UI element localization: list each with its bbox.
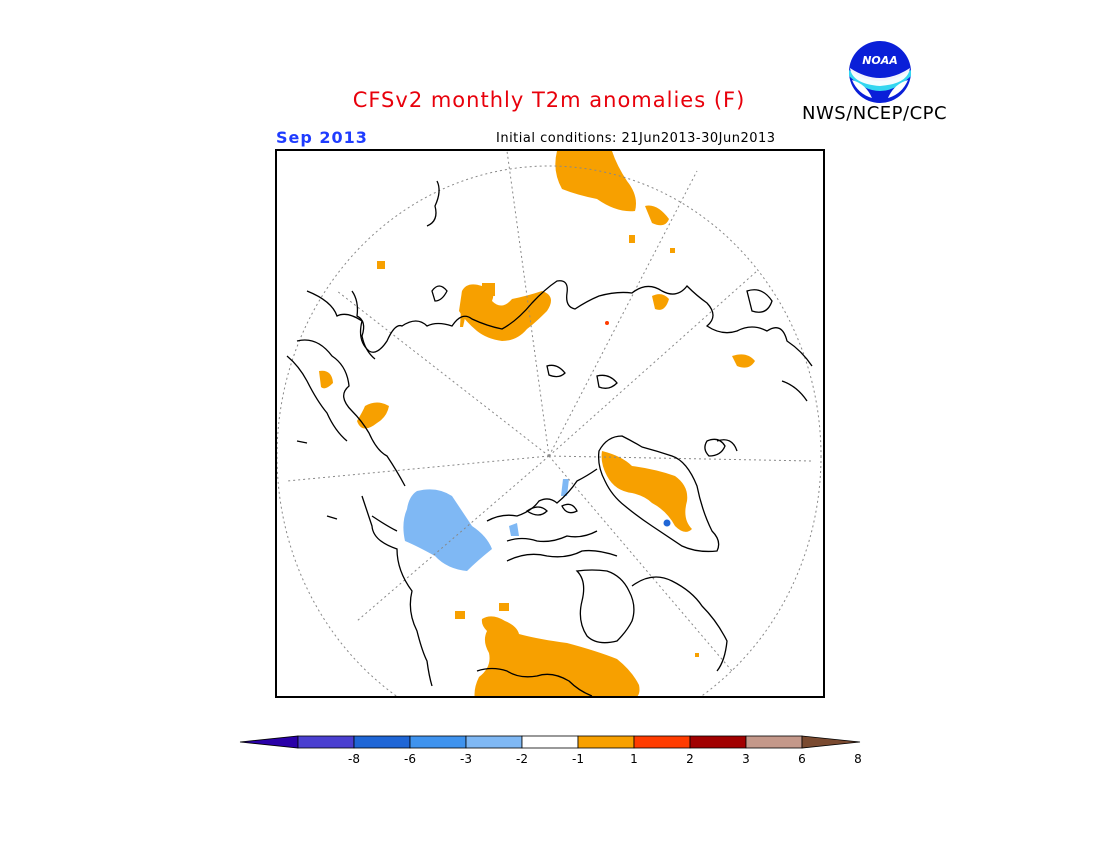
colorbar-box [633,735,691,749]
noaa-logo: NOAA [849,41,911,103]
warm-anomaly-regions [319,151,755,696]
colorbar-tick-label: 6 [798,752,806,766]
colorbar-arrow-right [801,735,861,749]
warm-anomaly-small [695,653,699,657]
polar-map-svg [277,151,822,696]
colorbar-box [577,735,635,749]
colorbar-box [689,735,747,749]
colorbar-boxes [239,735,861,749]
colorbar-tick-label: 3 [742,752,750,766]
colorbar-box [353,735,411,749]
warm-anomaly-small [499,603,509,611]
colorbar-box [297,735,355,749]
warm-anomaly-small [357,402,389,429]
warm-anomaly-small [670,248,675,253]
colorbar-tick-label: -3 [460,752,472,766]
cool-anomaly-regions [403,479,569,571]
colorbar-tick-label: -1 [572,752,584,766]
warm-anomaly-small [482,283,495,296]
noaa-logo-text: NOAA [862,54,898,67]
warm-anomaly-small [645,205,669,226]
colorbar-tick-label: -8 [348,752,360,766]
warm-anomaly-greenland-n [601,451,692,532]
colorbar-arrow-left [239,735,299,749]
initial-conditions: Initial conditions: 21Jun2013-30Jun2013 [496,131,776,146]
map-title: CFSv2 monthly T2m anomalies (F) [352,88,746,112]
warm-anomaly-europe [474,616,640,696]
colorbar-box [409,735,467,749]
forecast-month: Sep 2013 [276,128,368,147]
warm-anomaly-russia [459,284,551,341]
cool-anomaly-small [509,523,519,536]
colorbar-tick-label: 2 [686,752,694,766]
colorbar-tick-label: -6 [404,752,416,766]
cool-anomaly-canada [403,489,492,571]
colorbar-box [465,735,523,749]
warm-anomaly-small [455,611,465,619]
colorbar-tick-label: -2 [516,752,528,766]
warm-anomaly-small [632,473,642,481]
polar-map [275,149,825,698]
cool-anomaly-dot [663,519,671,527]
hot-anomaly-dot [605,321,609,325]
warm-anomaly-small [652,294,669,310]
map-grid [277,151,822,696]
cool-anomaly-small [561,479,569,496]
warm-anomaly-russia-b [460,291,467,327]
coastlines [286,180,813,696]
colorbar [239,735,861,749]
warm-anomaly-small [377,261,385,269]
colorbar-box [521,735,579,749]
agency-label: NWS/NCEP/CPC [802,103,948,124]
colorbar-tick-label: 1 [630,752,638,766]
warm-anomaly-small [629,235,635,243]
warm-anomaly-small [319,370,333,389]
colorbar-tick-label: 8 [854,752,862,766]
warm-anomaly-small [732,354,755,368]
colorbar-box [745,735,803,749]
warm-anomaly-top [555,151,636,212]
